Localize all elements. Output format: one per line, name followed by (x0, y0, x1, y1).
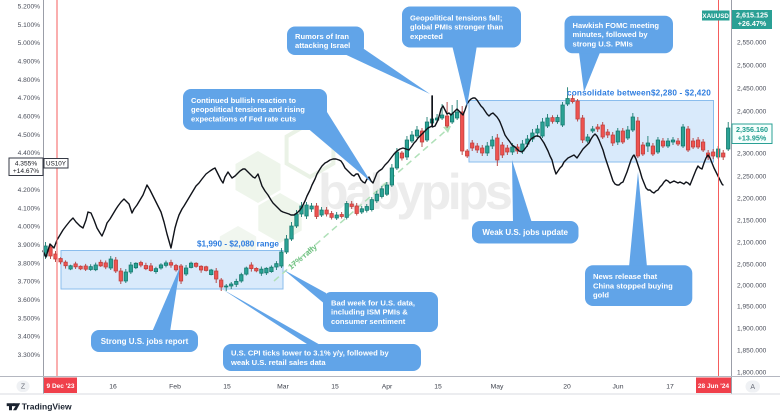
svg-text:2,450.000: 2,450.000 (737, 85, 767, 92)
svg-text:2,000.000: 2,000.000 (737, 282, 767, 289)
svg-text:2,100.000: 2,100.000 (737, 239, 767, 246)
svg-text:15: 15 (434, 384, 442, 391)
svg-text:4.000%: 4.000% (18, 224, 41, 231)
svg-text:2,550.000: 2,550.000 (737, 39, 767, 46)
svg-text:2,200.000: 2,200.000 (737, 195, 767, 202)
svg-text:4.800%: 4.800% (18, 77, 41, 84)
svg-text:1,900.000: 1,900.000 (737, 325, 767, 332)
svg-text:1,850.000: 1,850.000 (737, 347, 767, 354)
svg-text:4.400%: 4.400% (18, 150, 41, 157)
svg-text:4.700%: 4.700% (18, 95, 41, 102)
svg-text:5.200%: 5.200% (18, 3, 41, 10)
svg-text:2,500.000: 2,500.000 (737, 62, 767, 69)
svg-text:15: 15 (331, 384, 339, 391)
svg-text:2,356.160: 2,356.160 (736, 125, 768, 134)
svg-text:4.355%: 4.355% (15, 161, 38, 168)
svg-text:Apr: Apr (382, 384, 393, 391)
svg-text:16: 16 (109, 384, 117, 391)
svg-text:May: May (491, 384, 504, 391)
svg-text:4.100%: 4.100% (18, 205, 41, 212)
svg-text:Bad week for U.S. data,includi: Bad week for U.S. data, including ISM PMI… (331, 299, 415, 326)
svg-text:3.600%: 3.600% (18, 297, 41, 304)
svg-text:3.800%: 3.800% (18, 260, 41, 267)
svg-text:Z: Z (21, 384, 26, 391)
svg-text:$1,990 - $2,080 range: $1,990 - $2,080 range (197, 240, 279, 249)
svg-text:Continued bullish reaction tog: Continued bullish reaction to geopolitica… (191, 96, 305, 123)
svg-text:Jun: Jun (613, 384, 624, 391)
svg-text:17: 17 (666, 384, 674, 391)
svg-text:4.900%: 4.900% (18, 59, 41, 66)
svg-text:9 Dec '23: 9 Dec '23 (47, 383, 75, 390)
svg-text:3.700%: 3.700% (18, 279, 41, 286)
svg-text:28 Jun '24: 28 Jun '24 (698, 383, 730, 390)
svg-text:+13.95%: +13.95% (738, 134, 767, 143)
svg-text:Strong U.S. jobs report: Strong U.S. jobs report (101, 337, 189, 346)
svg-text:1,950.000: 1,950.000 (737, 303, 767, 310)
svg-text:1,800.000: 1,800.000 (737, 369, 767, 376)
svg-text:5.000%: 5.000% (18, 40, 41, 47)
svg-text:4.600%: 4.600% (18, 114, 41, 121)
svg-text:2,615.125: 2,615.125 (736, 11, 768, 20)
svg-text:2,400.000: 2,400.000 (737, 108, 767, 115)
svg-text:5.100%: 5.100% (18, 22, 41, 29)
svg-text:U.S. CPI ticks lower to 3.1%: U.S. CPI ticks lower to 3.1% y/y, follow… (230, 349, 389, 367)
svg-text:20: 20 (563, 384, 571, 391)
svg-text:3.300%: 3.300% (18, 352, 41, 359)
svg-text:3.400%: 3.400% (18, 334, 41, 341)
svg-text:Feb: Feb (169, 384, 181, 391)
svg-text:+14.67%: +14.67% (13, 168, 39, 175)
svg-text:4.500%: 4.500% (18, 132, 41, 139)
svg-text:2,250.000: 2,250.000 (737, 173, 767, 180)
svg-text:XAUUSD: XAUUSD (702, 13, 729, 20)
svg-text:Mar: Mar (277, 384, 289, 391)
svg-text:3.900%: 3.900% (18, 242, 41, 249)
svg-text:Geopolitical tensions fall;glo: Geopolitical tensions fall; global PMIs s… (410, 14, 504, 41)
svg-text:TradingView: TradingView (22, 402, 72, 412)
svg-text:consolidate between$2,280 - $2: consolidate between$2,280 - $2,420 (567, 89, 711, 98)
svg-text:15: 15 (223, 384, 231, 391)
svg-text:2,050.000: 2,050.000 (737, 261, 767, 268)
svg-text:+26.47%: +26.47% (738, 19, 767, 28)
svg-text:3.500%: 3.500% (18, 315, 41, 322)
svg-text:Weak U.S. jobs update: Weak U.S. jobs update (482, 228, 568, 237)
svg-text:2,150.000: 2,150.000 (737, 217, 767, 224)
svg-text:2,300.000: 2,300.000 (737, 150, 767, 157)
svg-text:4.200%: 4.200% (18, 187, 41, 194)
svg-text:US10Y: US10Y (46, 161, 67, 168)
svg-text:A: A (750, 384, 755, 391)
